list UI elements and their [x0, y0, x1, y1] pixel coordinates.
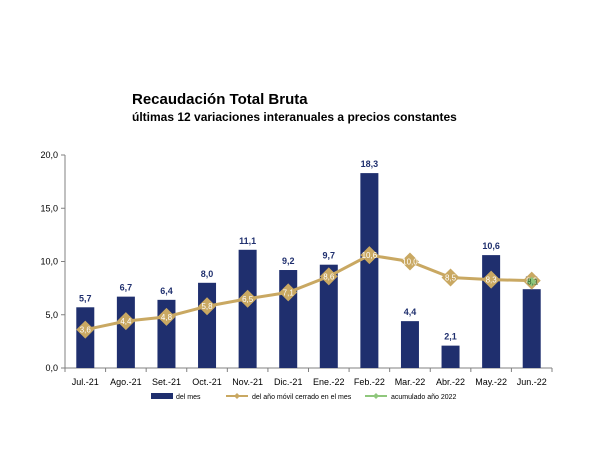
line-point-marker — [441, 268, 460, 287]
bar — [319, 264, 338, 368]
x-tick-label: May.-22 — [475, 377, 507, 387]
bar-data-label: 10,6 — [482, 241, 500, 251]
bar — [238, 249, 257, 368]
bar-data-label: 5,7 — [79, 293, 92, 303]
legend-marker-line — [234, 393, 240, 399]
line-point-marker — [279, 283, 298, 302]
line-point-marker — [482, 270, 501, 289]
accumulated-point-marker — [526, 276, 537, 287]
line-data-label: 8,6 — [323, 272, 335, 281]
bar-data-label: 18,3 — [361, 159, 379, 169]
bar — [400, 321, 419, 368]
line-point-marker — [116, 312, 135, 331]
bar-data-label: 6,4 — [160, 286, 173, 296]
legend-marker-accumulated — [373, 393, 379, 399]
x-tick-label: Ene.-22 — [313, 377, 345, 387]
line-point-marker — [319, 267, 338, 286]
line-point-marker — [157, 307, 176, 326]
bar-data-label: 8,0 — [201, 269, 214, 279]
y-tick-label: 10,0 — [40, 257, 58, 267]
x-tick-label: Jun.-22 — [517, 377, 547, 387]
legend-label-bars: del mes — [176, 394, 201, 401]
bar-data-label: 2,1 — [444, 332, 457, 342]
bar — [522, 289, 541, 368]
x-tick-label: Set.-21 — [152, 377, 181, 387]
y-tick-label: 15,0 — [40, 203, 58, 213]
y-tick-label: 0,0 — [45, 363, 58, 373]
legend-label-accumulated: acumulado año 2022 — [391, 394, 456, 401]
bar — [198, 282, 217, 368]
bar — [441, 345, 460, 368]
line-data-label: 10,0 — [402, 258, 418, 267]
accumulated-data-label: 8,1 — [527, 278, 539, 287]
x-tick-label: Oct.-21 — [192, 377, 222, 387]
bar-data-label: 11,1 — [239, 236, 256, 246]
line-data-label: 8,3 — [486, 276, 498, 285]
line-data-label: 7,1 — [283, 288, 295, 297]
x-tick-label: Nov.-21 — [232, 377, 263, 387]
chart-subtitle: últimas 12 variaciones interanuales a pr… — [132, 110, 457, 124]
line-point-marker — [400, 252, 419, 271]
chart-title: Recaudación Total Bruta — [132, 91, 308, 108]
legend-label-line: del año móvil cerrado en el mes — [252, 394, 352, 401]
bar-data-label: 9,7 — [323, 251, 336, 261]
bar — [360, 173, 379, 368]
line-point-marker — [360, 246, 379, 265]
line-data-label: 3,6 — [80, 326, 92, 335]
x-tick-label: Abr.-22 — [436, 377, 465, 387]
bar-data-label: 9,2 — [282, 256, 295, 266]
x-tick-label: Feb.-22 — [354, 377, 385, 387]
line-series-path — [84, 253, 532, 332]
line-data-label: 6,5 — [242, 295, 254, 304]
bar-data-label: 6,7 — [120, 283, 133, 293]
bar-data-label: 4,4 — [404, 307, 417, 317]
x-tick-label: Dic.-21 — [274, 377, 303, 387]
x-tick-label: Jul.-21 — [72, 377, 99, 387]
line-data-label: 5,8 — [201, 302, 213, 311]
line-point-marker — [238, 289, 257, 308]
bar — [116, 296, 135, 368]
line-data-label: 8,5 — [445, 273, 457, 282]
x-tick-label: Ago.-21 — [110, 377, 142, 387]
legend-swatch-bars — [151, 393, 173, 399]
line-data-label: 4,8 — [161, 313, 173, 322]
line-data-label: 4,4 — [120, 317, 132, 326]
y-tick-label: 20,0 — [40, 150, 58, 160]
line-data-label: 10,6 — [362, 251, 378, 260]
y-tick-label: 5,0 — [45, 310, 58, 320]
x-tick-label: Mar.-22 — [395, 377, 426, 387]
line-point-marker — [76, 320, 95, 339]
line-point-marker — [198, 297, 217, 316]
